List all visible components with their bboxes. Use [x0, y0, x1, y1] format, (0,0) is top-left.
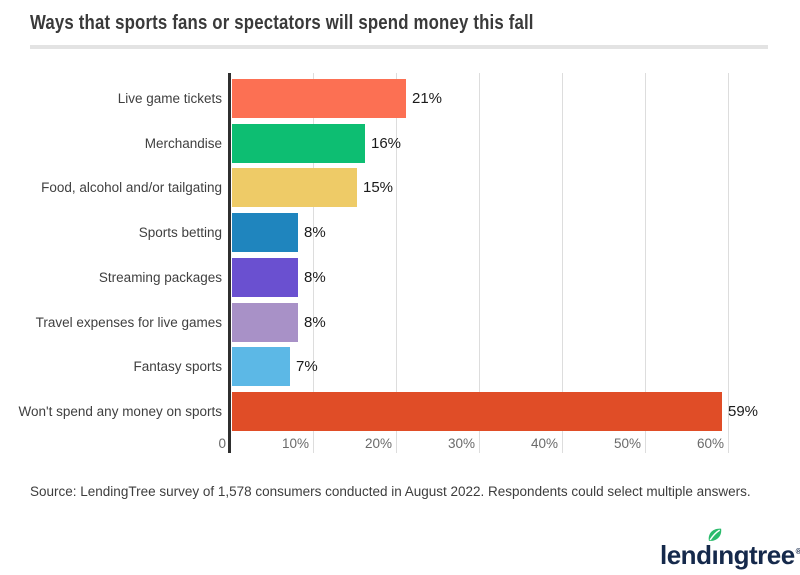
category-label: Fantasy sports — [133, 359, 222, 374]
bar — [232, 79, 406, 118]
x-tick-label: 40% — [530, 436, 558, 451]
category-label: Merchandise — [144, 136, 222, 151]
value-label: 16% — [371, 135, 402, 152]
lendingtree-logo: lendı ngtree® — [660, 528, 800, 571]
value-label: 59% — [728, 403, 759, 420]
category-label: Won't spend any money on sports — [18, 404, 222, 419]
bar — [232, 124, 365, 163]
bar — [232, 347, 290, 386]
category-label: Sports betting — [138, 225, 222, 240]
bar — [232, 392, 722, 431]
bar — [232, 303, 298, 342]
gridline — [479, 73, 480, 453]
gridline — [562, 73, 563, 453]
registered-mark: ® — [795, 547, 800, 556]
bar — [232, 213, 298, 252]
category-label: Streaming packages — [98, 270, 222, 285]
value-label: 8% — [304, 224, 326, 241]
gridline — [645, 73, 646, 453]
category-label: Travel expenses for live games — [35, 315, 222, 330]
bar — [232, 168, 357, 207]
x-tick-label: 10% — [281, 436, 309, 451]
value-label: 7% — [296, 358, 318, 375]
value-label: 21% — [412, 90, 443, 107]
value-label: 8% — [304, 314, 326, 331]
leaf-icon — [709, 528, 722, 541]
y-axis-line — [228, 73, 231, 453]
gridline — [396, 73, 397, 453]
gridline — [728, 73, 729, 453]
title-divider — [30, 45, 768, 49]
x-tick-label: 30% — [447, 436, 475, 451]
wordmark-i: ı — [709, 528, 722, 571]
value-label: 8% — [304, 269, 326, 286]
category-label: Food, alcohol and/or tailgating — [41, 180, 222, 195]
chart-title: Ways that sports fans or spectators will… — [30, 12, 534, 34]
wordmark-post: ngtree — [718, 540, 795, 570]
wordmark-pre: lend — [660, 540, 712, 570]
x-tick-label: 50% — [613, 436, 641, 451]
value-label: 15% — [363, 179, 394, 196]
category-label: Live game tickets — [117, 91, 222, 106]
bar — [232, 258, 298, 297]
x-tick-label: 20% — [364, 436, 392, 451]
gridline — [313, 73, 314, 453]
x-tick-label: 0 — [218, 436, 226, 451]
x-tick-label: 60% — [696, 436, 724, 451]
source-note: Source: LendingTree survey of 1,578 cons… — [30, 484, 751, 499]
